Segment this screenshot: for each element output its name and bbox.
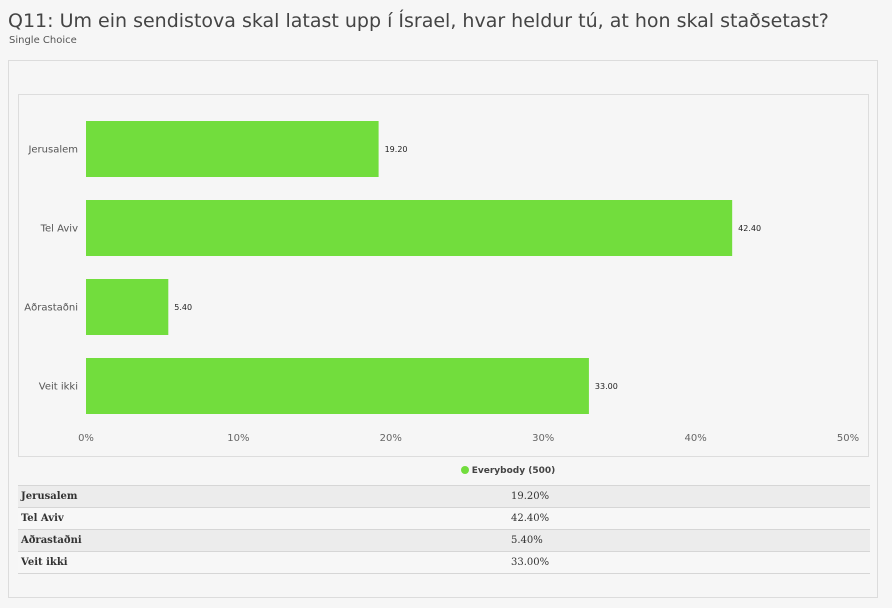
table-row-value: 5.40% <box>244 529 870 552</box>
bar-veit-ikki <box>86 358 589 414</box>
bar-chart: Jerusalem 19.20 Tel Aviv 42.40 Aðrastaðni 5.4… <box>24 121 859 444</box>
data-label: 19.20 <box>385 145 408 154</box>
table-row: Tel Aviv 42.40% <box>18 507 870 530</box>
category-label: Tel Aviv <box>40 224 78 235</box>
category-label: Aðrastaðni <box>24 303 78 314</box>
table-row: Jerusalem 19.20% <box>18 485 870 508</box>
table-row-label: Jerusalem <box>18 485 244 508</box>
bar-jerusalem <box>86 121 379 177</box>
table-row: Aðrastaðni 5.40% <box>18 529 870 552</box>
bar-a-rasta-ni <box>86 279 169 335</box>
table-row-value: 42.40% <box>244 507 870 530</box>
legend-label: Everybody (500) <box>471 466 556 476</box>
table-row-label: Veit ikki <box>18 551 244 574</box>
question-type: Single Choice <box>9 35 77 46</box>
x-tick-label: 50% <box>837 433 859 444</box>
table-row-value: 19.20% <box>244 485 870 508</box>
table-row-label: Tel Aviv <box>18 507 244 530</box>
category-label: Veit ikki <box>39 382 78 393</box>
legend-swatch <box>460 466 469 474</box>
results-table: Jerusalem 19.20% Tel Aviv 42.40% Aðrastaðni 5… <box>18 485 870 574</box>
data-label: 33.00 <box>595 382 618 391</box>
data-label: 42.40 <box>738 224 761 233</box>
bar-tel-aviv <box>86 200 733 256</box>
x-tick-label: 40% <box>684 433 706 444</box>
table-row-label: Aðrastaðni <box>18 529 244 552</box>
x-tick-label: 0% <box>78 433 94 444</box>
x-tick-label: 30% <box>532 433 554 444</box>
data-label: 5.40 <box>174 303 192 312</box>
table-row-value: 33.00% <box>244 551 870 574</box>
x-tick-label: 10% <box>227 433 249 444</box>
chart-legend[interactable]: Everybody (500) <box>0 466 892 482</box>
table-row: Veit ikki 33.00% <box>18 551 870 574</box>
question-title: Q11: Um ein sendistova skal latast upp í… <box>8 10 829 32</box>
category-label: Jerusalem <box>27 145 78 156</box>
x-tick-label: 20% <box>380 433 402 444</box>
